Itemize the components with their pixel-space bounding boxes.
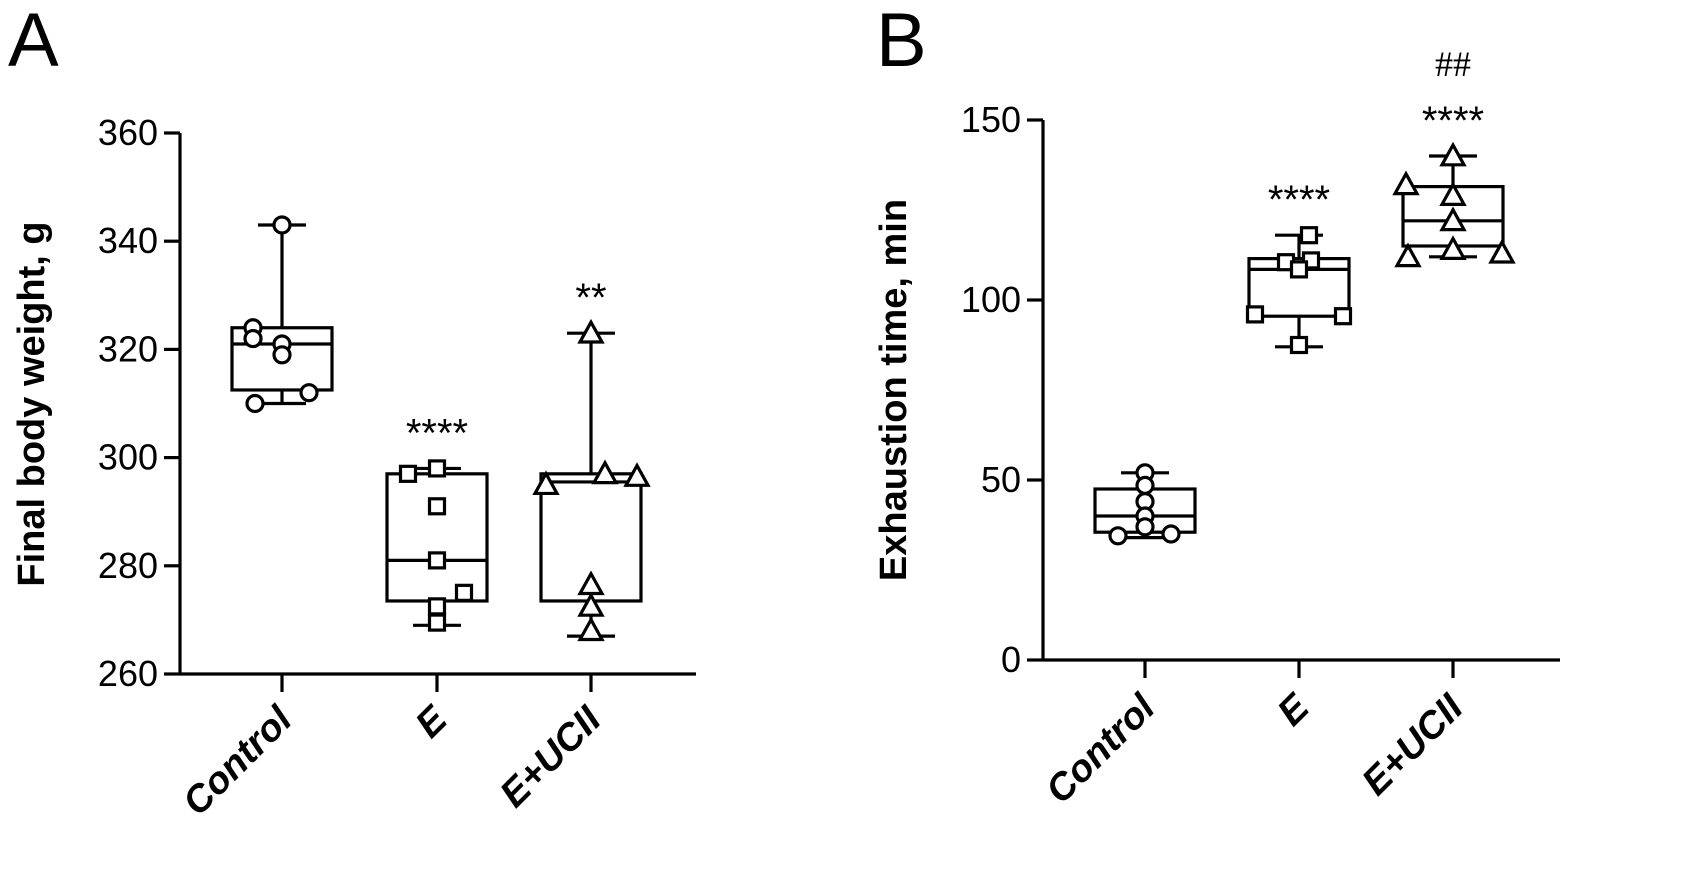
data-point bbox=[577, 616, 605, 642]
data-point bbox=[1394, 242, 1422, 268]
data-point bbox=[398, 464, 418, 483]
data-point bbox=[1488, 238, 1516, 264]
panel-letter: A bbox=[8, 0, 59, 83]
data-point bbox=[1299, 226, 1319, 245]
data-point bbox=[1245, 305, 1265, 324]
y-axis-label: Final body weight, g bbox=[11, 221, 53, 586]
data-point bbox=[1108, 526, 1128, 546]
data-point bbox=[577, 592, 605, 617]
y-tick-label: 100 bbox=[961, 279, 1021, 320]
box bbox=[1247, 257, 1351, 318]
data-point bbox=[1392, 170, 1420, 196]
x-tick-label: E+UCII bbox=[1354, 686, 1472, 804]
y-tick-label: 320 bbox=[98, 328, 158, 369]
y-tick-label: 260 bbox=[98, 653, 158, 694]
data-point bbox=[272, 345, 292, 365]
data-point bbox=[623, 462, 651, 487]
x-tick-label: E+UCII bbox=[492, 698, 610, 816]
significance-label-secondary: ## bbox=[1435, 44, 1471, 84]
y-axis-label: Exhaustion time, min bbox=[873, 199, 915, 581]
y-tick-label: 300 bbox=[98, 437, 158, 478]
y-tick-label: 280 bbox=[98, 545, 158, 586]
data-point bbox=[454, 583, 474, 602]
significance-label: **** bbox=[1268, 178, 1330, 222]
data-point bbox=[427, 497, 447, 516]
data-point bbox=[577, 570, 605, 596]
data-point bbox=[1439, 206, 1467, 232]
data-point bbox=[532, 470, 560, 496]
y-tick-label: 340 bbox=[98, 220, 158, 261]
x-tick-label: E bbox=[408, 698, 457, 747]
data-point bbox=[272, 215, 292, 235]
y-tick-label: 150 bbox=[961, 99, 1021, 140]
y-tick-label: 360 bbox=[98, 112, 158, 153]
data-point bbox=[299, 383, 319, 403]
data-point bbox=[427, 613, 447, 632]
x-tick-label: E bbox=[1270, 686, 1319, 735]
data-point bbox=[427, 551, 447, 570]
data-point bbox=[427, 597, 447, 616]
panel-a: A 260 280 300 320 340 360 Final body weight, g C… bbox=[8, 0, 696, 824]
y-tick-label: 0 bbox=[1001, 639, 1021, 680]
data-point bbox=[1333, 307, 1353, 326]
significance-label: ** bbox=[575, 276, 606, 320]
data-point bbox=[1135, 475, 1155, 495]
data-point bbox=[1439, 141, 1467, 167]
significance-label: **** bbox=[1422, 99, 1484, 143]
data-point bbox=[591, 459, 619, 485]
data-point bbox=[577, 318, 605, 344]
data-point bbox=[245, 393, 265, 414]
panel-b: B 0 50 100 150 Exhaustion time, min Control E E+… bbox=[873, 0, 1560, 812]
box bbox=[230, 326, 334, 392]
data-point bbox=[1439, 181, 1467, 206]
y-tick-label: 50 bbox=[981, 459, 1021, 500]
panel-letter: B bbox=[876, 0, 927, 83]
x-tick-label: Control bbox=[1038, 686, 1164, 812]
data-point bbox=[1135, 517, 1155, 537]
significance-label: **** bbox=[406, 411, 468, 455]
x-tick-label: Control bbox=[175, 698, 301, 824]
box bbox=[385, 472, 489, 603]
data-point bbox=[1439, 235, 1467, 260]
data-point bbox=[1289, 335, 1309, 355]
data-point bbox=[427, 459, 447, 478]
data-point bbox=[1161, 524, 1181, 544]
data-point bbox=[243, 328, 263, 349]
data-point bbox=[1289, 260, 1309, 279]
